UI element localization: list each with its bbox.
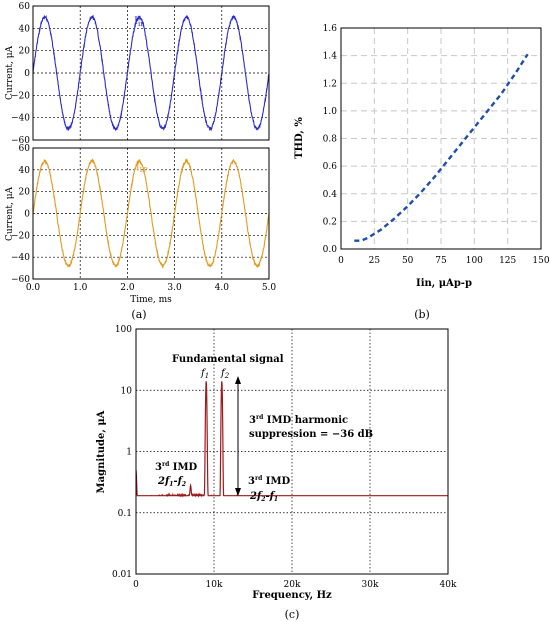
caption-b: (b) xyxy=(414,308,430,321)
panel-c-x-axis-label: Frequency, Hz xyxy=(252,590,332,601)
y-tick-label: 1.4 xyxy=(323,52,338,62)
x-tick-label: 30k xyxy=(362,580,379,590)
panel-b-grid xyxy=(341,28,541,249)
x-tick-label: 125 xyxy=(499,256,516,266)
y-tick-label: 0.0 xyxy=(323,245,338,255)
y-tick-label: −20 xyxy=(11,231,30,241)
caption-c: (c) xyxy=(285,608,300,621)
x-tick-label: 25 xyxy=(369,256,381,266)
caption-a: (a) xyxy=(131,308,146,321)
panel-a-bottom-x-axis-label: Time, ms xyxy=(130,295,172,305)
panel-b-y-axis-label: THD, % xyxy=(294,117,305,159)
y-tick-label: 40 xyxy=(19,166,31,176)
annotation-imd-left-title: 3rd IMD xyxy=(155,461,198,473)
y-tick-label: 0 xyxy=(24,69,30,79)
panel-c-y-axis-label: Magnitude, μA xyxy=(96,410,107,493)
panel-a-bottom: 60 40 20 0 −20 −40 −60 0.0 1.0 2.0 3.0 4.0 5.0 Curr… xyxy=(5,144,276,305)
x-tick-label: 1.0 xyxy=(73,283,88,293)
y-tick-label: 20 xyxy=(19,188,31,198)
annotation-suppression-line2: suppression = −36 dB xyxy=(249,429,373,440)
panel-c-frame xyxy=(135,328,449,575)
x-tick-label: 3.0 xyxy=(167,283,182,293)
y-tick-label: −40 xyxy=(11,114,30,124)
panel-b-frame xyxy=(340,27,542,250)
x-tick-label: 0.0 xyxy=(26,283,41,293)
y-tick-label: −60 xyxy=(11,136,30,146)
x-tick-label: 10k xyxy=(206,580,223,590)
x-tick-label: 5.0 xyxy=(262,283,277,293)
y-tick-label: 1.2 xyxy=(323,79,337,89)
panel-b-x-ticks: 0 25 50 75 100 125 150 xyxy=(338,256,550,266)
y-tick-label: −60 xyxy=(11,275,30,285)
y-tick-label: 100 xyxy=(115,325,132,335)
annotation-f1: f1 xyxy=(200,368,209,380)
y-tick-label: 0.01 xyxy=(112,570,132,580)
y-tick-label: 1 xyxy=(126,448,132,458)
panel-a-bottom-y-ticks: 60 40 20 0 −20 −40 −60 xyxy=(11,144,30,285)
panel-c-y-ticks: 100 10 1 0.1 0.01 xyxy=(112,325,132,580)
y-tick-label: 0.6 xyxy=(323,162,338,172)
panel-b: 0.0 0.2 0.4 0.6 0.8 1.0 1.2 1.4 1.6 0 25 50 75 100 12… xyxy=(294,24,550,289)
y-tick-label: 0.1 xyxy=(118,509,132,519)
y-tick-label: −40 xyxy=(11,253,30,263)
x-tick-label: 2.0 xyxy=(120,283,135,293)
y-tick-label: 60 xyxy=(19,2,31,12)
x-tick-label: 0 xyxy=(338,256,344,266)
y-tick-label: 1.6 xyxy=(323,24,338,34)
panel-b-series-line xyxy=(354,53,529,242)
annotation-fundamental-signal: Fundamental signal xyxy=(172,354,284,365)
y-tick-label: 0 xyxy=(24,210,30,220)
annotation-imd-right-title: 3rd IMD xyxy=(248,475,291,487)
panel-a-bottom-frame xyxy=(32,147,270,280)
x-tick-label: 4.0 xyxy=(215,283,230,293)
x-tick-label: 0 xyxy=(133,580,139,590)
y-tick-label: 10 xyxy=(121,386,133,396)
panel-a-bottom-series-label: ILP xyxy=(136,163,148,174)
annotation-suppression-line1: 3rd IMD harmonic xyxy=(249,414,348,426)
panel-a-bottom-y-axis-label: Current, μA xyxy=(5,186,15,241)
panel-a-top-series-label: Iin xyxy=(134,16,145,28)
panel-a-top-series-line xyxy=(32,14,270,132)
y-tick-label: 0.2 xyxy=(323,217,337,227)
x-tick-label: 100 xyxy=(466,256,483,266)
annotation-f2: f2 xyxy=(220,368,230,380)
x-tick-label: 150 xyxy=(532,256,549,266)
panel-a-top-y-axis-label: Current, μA xyxy=(5,45,15,100)
y-tick-label: 0.4 xyxy=(323,190,338,200)
x-tick-label: 40k xyxy=(440,580,457,590)
y-tick-label: 1.0 xyxy=(323,107,338,117)
x-tick-label: 50 xyxy=(402,256,414,266)
annotation-imd-left-formula: 2f1-f2 xyxy=(157,476,186,488)
annotation-imd-right-formula: 2f2-f1 xyxy=(249,491,278,503)
y-tick-label: 60 xyxy=(19,144,31,154)
panel-a-top-y-ticks: 60 40 20 0 −20 −40 −60 xyxy=(11,2,30,146)
panel-c-grid xyxy=(136,329,448,574)
panel-b-y-ticks: 0.0 0.2 0.4 0.6 0.8 1.0 1.2 1.4 1.6 xyxy=(323,24,338,255)
y-tick-label: 20 xyxy=(19,47,31,57)
panel-a-bottom-series-line xyxy=(32,158,270,269)
panel-a-top-frame xyxy=(32,5,270,141)
panel-b-x-axis-label: Iin, μAp-p xyxy=(416,278,472,289)
annotation-double-arrow xyxy=(235,376,241,496)
y-tick-label: 40 xyxy=(19,24,31,34)
y-tick-label: 0.8 xyxy=(323,135,338,145)
panel-a-bottom-x-ticks: 0.0 1.0 2.0 3.0 4.0 5.0 xyxy=(26,283,277,293)
panel-a-top: 60 40 20 0 −20 −40 −60 Current, μA Iin xyxy=(5,2,270,146)
x-tick-label: 20k xyxy=(284,580,301,590)
y-tick-label: −20 xyxy=(11,91,30,101)
x-tick-label: 75 xyxy=(435,256,447,266)
panel-c: 100 10 1 0.1 0.01 0 10k 20k 30k 40k Magnitude, μ… xyxy=(96,325,457,601)
panel-c-series-line xyxy=(135,381,448,498)
panel-c-x-ticks: 0 10k 20k 30k 40k xyxy=(133,580,457,590)
